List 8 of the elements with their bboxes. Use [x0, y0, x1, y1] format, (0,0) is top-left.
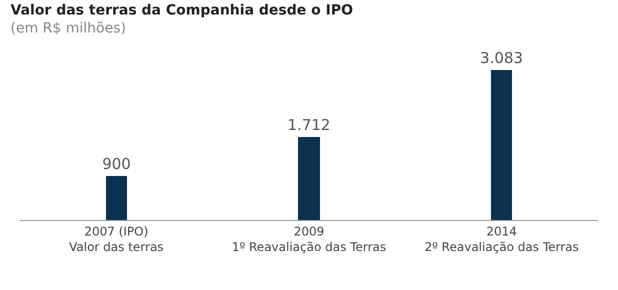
data-label: 1.712: [288, 116, 330, 134]
data-label: 900: [102, 155, 131, 173]
data-label: 3.083: [480, 49, 523, 67]
chart-title: Valor das terras da Companhia desde o IPO: [10, 2, 354, 18]
chart-subtitle: (em R$ milhões): [10, 20, 126, 37]
x-tick-label: 2009 1º Reavaliação das Terras: [232, 224, 386, 254]
x-tick-label: 2014 2º Reavaliação das Terras: [424, 224, 579, 254]
x-tick-label: 2007 (IPO) Valor das terras: [69, 224, 164, 254]
